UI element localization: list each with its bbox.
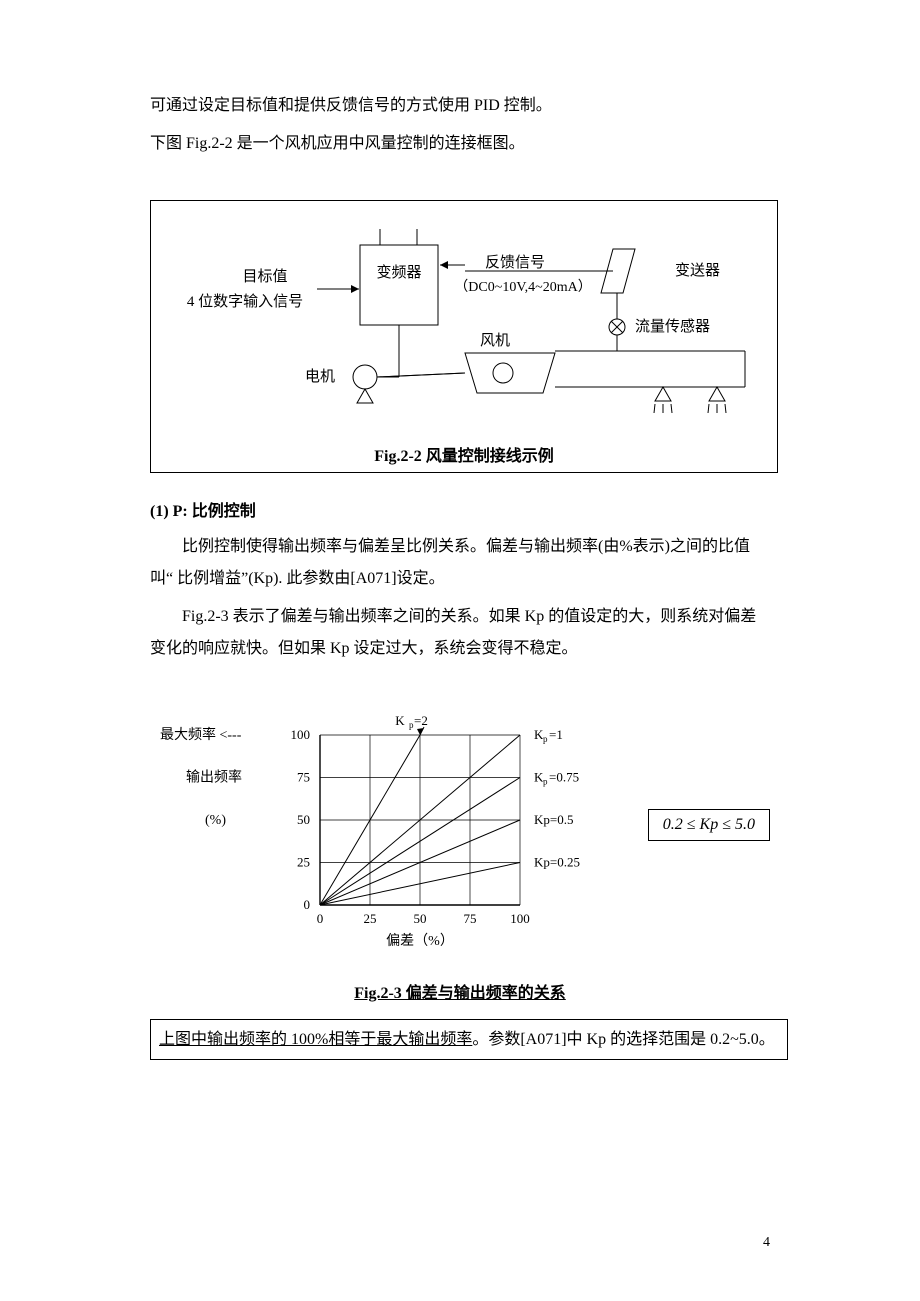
svg-text:75: 75 (297, 770, 310, 785)
svg-text:(%): (%) (205, 813, 226, 828)
svg-text:Kp=0.25: Kp=0.25 (534, 855, 580, 870)
svg-text:0: 0 (304, 897, 311, 912)
svg-text:25: 25 (297, 855, 310, 870)
svg-text:偏差（%）: 偏差（%） (386, 933, 454, 949)
note-box: 上图中输出频率的 100%相等于最大输出频率。参数[A071]中 Kp 的选择范… (150, 1019, 788, 1060)
section-p-para-1: 比例控制使得输出频率与偏差呈比例关系。偏差与输出频率(由%表示)之间的比值叫“ … (150, 531, 770, 595)
label-feedback: 反馈信号 (485, 254, 545, 271)
note-underline: 上图中输出频率的 100%相等于最大输出频率 (159, 1031, 472, 1048)
intro-para-1: 可通过设定目标值和提供反馈信号的方式使用 PID 控制。 (150, 90, 770, 122)
fig-2-3-container: 02550751000255075100Kp=2Kp=1Kp=0.75Kp=0.… (150, 695, 770, 955)
label-target: 目标值 (242, 268, 287, 285)
kp-chart: 02550751000255075100Kp=2Kp=1Kp=0.75Kp=0.… (150, 695, 618, 955)
fig-2-2-caption: Fig.2-2 风量控制接线示例 (165, 442, 763, 466)
svg-text:50: 50 (297, 812, 310, 827)
svg-text:=2: =2 (414, 713, 428, 728)
intro-para-2: 下图 Fig.2-2 是一个风机应用中风量控制的连接框图。 (150, 128, 770, 160)
label-motor: 电机 (305, 368, 335, 385)
label-transmitter: 变送器 (675, 262, 720, 279)
label-inverter: 变频器 (376, 264, 421, 281)
svg-text:K: K (395, 713, 405, 728)
label-flow-sensor: 流量传感器 (635, 318, 710, 335)
svg-text:=0.75: =0.75 (549, 770, 579, 785)
svg-text:输出频率: 输出频率 (186, 769, 242, 786)
note-rest: 。参数[A071]中 Kp 的选择范围是 0.2~5.0。 (472, 1031, 774, 1048)
page-number: 4 (763, 1235, 770, 1251)
label-feedback-range: （DC0~10V,4~20mA） (454, 279, 591, 295)
svg-text:25: 25 (364, 911, 377, 926)
section-p-head: (1) P: 比例控制 (150, 497, 770, 521)
svg-text:最大频率 <---: 最大频率 <--- (160, 726, 242, 743)
svg-text:100: 100 (510, 911, 530, 926)
svg-text:p: p (543, 777, 548, 787)
fig-2-2-diagram: 目标值 4 位数字输入信号 变频器 反馈信号 （DC0~10V,4~20mA） … (165, 221, 761, 421)
svg-text:Kp=0.5: Kp=0.5 (534, 812, 573, 827)
svg-text:75: 75 (464, 911, 477, 926)
kp-range-box: 0.2 ≤ Kp ≤ 5.0 (648, 809, 770, 841)
svg-text:=1: =1 (549, 727, 563, 742)
label-fan: 风机 (480, 332, 510, 349)
section-p-para-2: Fig.2-3 表示了偏差与输出频率之间的关系。如果 Kp 的值设定的大，则系统… (150, 601, 770, 665)
svg-text:p: p (543, 734, 548, 744)
svg-text:0: 0 (317, 911, 324, 926)
svg-text:50: 50 (414, 911, 427, 926)
svg-text:100: 100 (291, 727, 311, 742)
fig-2-3-caption: Fig.2-3 偏差与输出频率的关系 (150, 979, 770, 1003)
fig-2-2-container: 目标值 4 位数字输入信号 变频器 反馈信号 （DC0~10V,4~20mA） … (150, 200, 778, 473)
label-digital-in: 4 位数字输入信号 (187, 293, 303, 310)
